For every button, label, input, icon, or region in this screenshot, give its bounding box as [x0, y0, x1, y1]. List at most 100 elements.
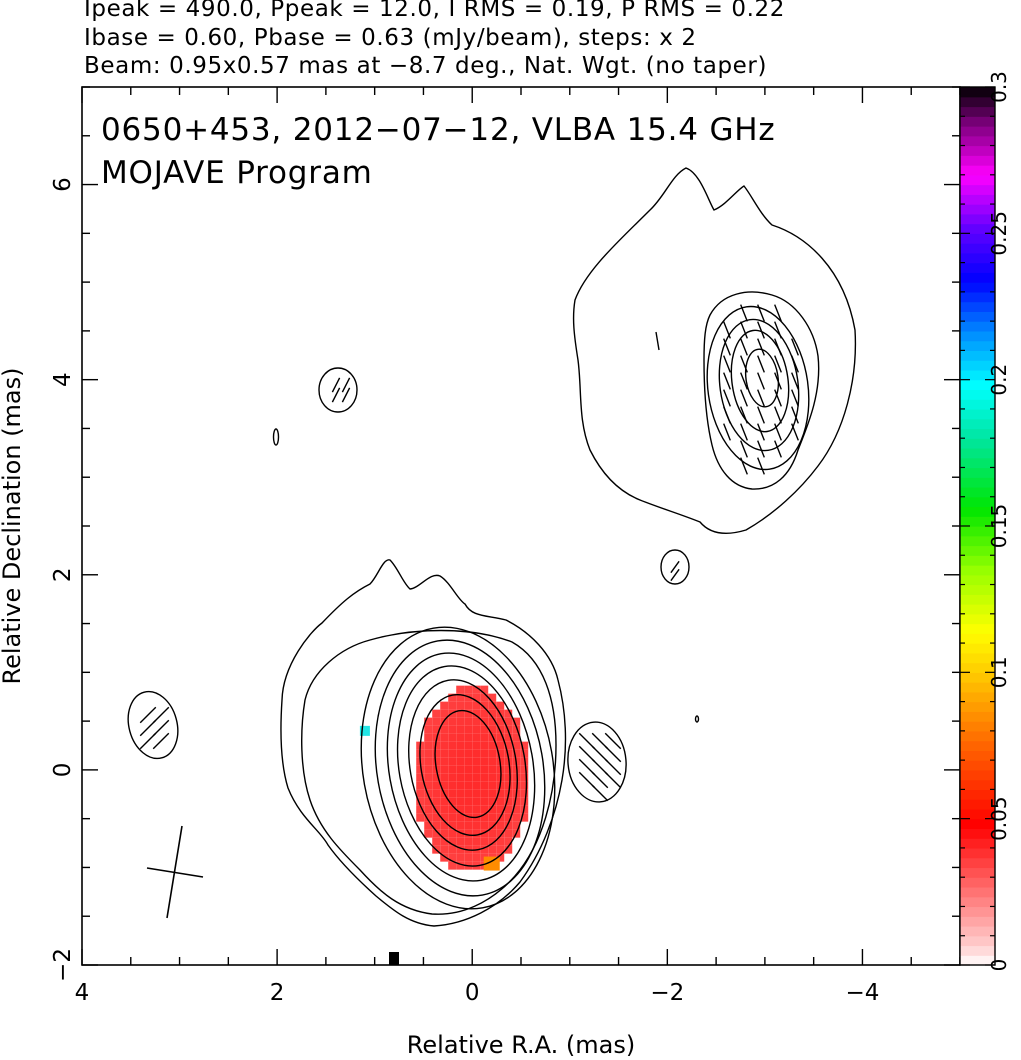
pol-pixel: [504, 805, 513, 814]
pol-pixel: [480, 845, 489, 854]
evpa-vector: [152, 732, 170, 750]
evpa-vector: [757, 321, 765, 339]
pol-pixel: [424, 789, 433, 798]
pol-pixel: [480, 749, 489, 758]
evpa-vector: [578, 745, 596, 763]
colorbar-band: [960, 672, 995, 683]
colorbar-band: [960, 116, 995, 127]
core-contour-5: [386, 652, 536, 882]
pol-pixel: [520, 813, 529, 822]
pol-pixel: [448, 861, 457, 870]
colorbar-band: [960, 262, 995, 273]
pol-pixel: [440, 821, 449, 830]
pol-pixel: [456, 853, 465, 862]
pol-pixel: [504, 757, 513, 766]
pol-pixel: [480, 837, 489, 846]
pol-pixel: [480, 821, 489, 830]
pol-pixel: [488, 749, 497, 758]
pol-pixel: [520, 773, 529, 782]
evpa-vector: [757, 423, 765, 441]
pol-pixel: [448, 805, 457, 814]
pol-pixel: [480, 773, 489, 782]
pol-pixel: [464, 685, 473, 694]
isolated-contour-f: [694, 715, 700, 723]
colorbar-band: [960, 477, 995, 488]
pol-pixel: [504, 837, 513, 846]
pol-pixel: [456, 805, 465, 814]
evpa-vector: [757, 457, 765, 475]
pol-pixel: [472, 773, 481, 782]
colorbar-band: [960, 155, 995, 166]
pol-pixel: [488, 805, 497, 814]
pol-pixel: [440, 781, 449, 790]
jet-contour-2: [703, 291, 820, 490]
colorbar-band: [960, 779, 995, 790]
pol-pixel: [488, 797, 497, 806]
pol-pixel: [432, 749, 441, 758]
pol-pixel: [480, 781, 489, 790]
pol-pixel: [520, 741, 529, 750]
colorbar-band: [960, 623, 995, 634]
colorbar-band: [960, 769, 995, 781]
colorbar-band: [960, 643, 995, 654]
pol-pixel: [424, 797, 433, 806]
pol-pixel: [496, 749, 505, 758]
evpa-vector: [740, 440, 748, 458]
colorbar-band: [960, 438, 995, 449]
colorbar-band: [960, 730, 995, 742]
pol-pixel: [440, 741, 449, 750]
pol-pixel: [504, 741, 513, 750]
jet-contour-5: [730, 329, 790, 433]
evpa-vector: [578, 732, 596, 750]
colorbar-band: [960, 535, 995, 547]
colorbar-tick-label: 0.05: [987, 796, 1011, 841]
pol-pixel: [472, 733, 481, 742]
colorbar-band: [960, 721, 995, 732]
pol-pixel: [472, 741, 481, 750]
pol-pixel: [432, 741, 441, 750]
pol-pixel: [512, 725, 521, 734]
evpa-vector: [791, 355, 799, 373]
evpa-vector: [791, 389, 799, 407]
x-tick-labels: 4 2 0 −2 −4: [75, 980, 880, 1006]
colorbar-band: [960, 486, 995, 498]
colorbar-band: [960, 574, 995, 586]
evpa-vector: [757, 338, 765, 356]
colorbar-band: [960, 545, 995, 556]
pol-pixel: [416, 797, 425, 806]
pol-pixel: [432, 821, 441, 830]
pol-pixel: [488, 829, 497, 838]
core-contour-3: [360, 626, 556, 910]
pol-pixel: [448, 693, 457, 702]
evpa-vector: [757, 304, 765, 322]
pol-pixel: [496, 797, 505, 806]
colorbar-band: [960, 243, 995, 254]
colorbar-band: [960, 204, 995, 215]
pol-pixel: [440, 709, 449, 718]
pol-pixel: [424, 813, 433, 822]
colorbar-band: [960, 808, 995, 820]
pol-pixel: [440, 717, 449, 726]
pol-pixel: [488, 741, 497, 750]
evpa-vector: [341, 387, 351, 403]
polarization-pixels: [359, 685, 529, 871]
colorbar-band: [960, 252, 995, 264]
pol-pixel: [480, 701, 489, 710]
jet-contour-3: [706, 305, 810, 471]
evpa-vector: [740, 423, 748, 441]
colorbar-band: [960, 330, 995, 342]
x-tick-label: −2: [650, 980, 684, 1006]
colorbar-band: [960, 174, 995, 186]
pol-pixel: [440, 725, 449, 734]
pol-pixel: [496, 701, 505, 710]
colorbar-band: [960, 126, 995, 137]
pol-pixel: [456, 845, 465, 854]
pol-pixel: [464, 821, 473, 830]
colorbar: [960, 87, 995, 966]
evpa-vector: [604, 771, 622, 789]
x-axis-title: Relative R.A. (mas): [407, 1031, 635, 1059]
pol-pixel: [456, 797, 465, 806]
pol-pixel: [424, 805, 433, 814]
colorbar-band: [960, 584, 995, 595]
header-stats-line: Ipeak = 490.0, Ppeak = 12.0, I RMS = 0.1…: [84, 0, 786, 22]
